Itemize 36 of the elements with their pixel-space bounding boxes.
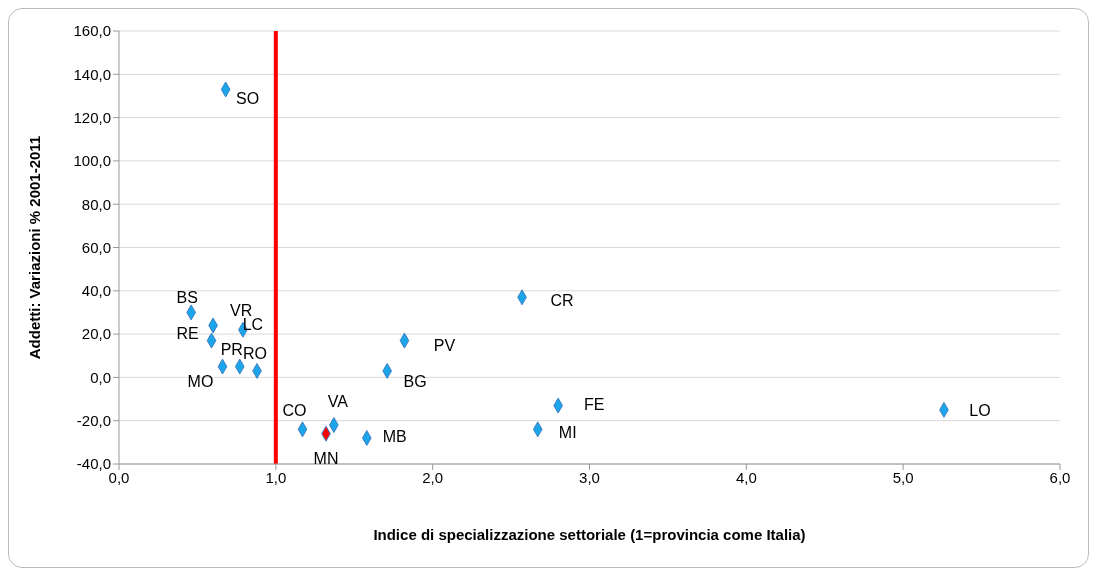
annotation: BS — [176, 288, 198, 306]
y-tick-label: 160,0 — [73, 22, 111, 40]
annotation: MO — [187, 372, 214, 390]
annotation: LO — [969, 402, 991, 420]
annotation: CR — [550, 291, 574, 309]
y-tick-label: 60,0 — [81, 238, 111, 256]
y-tick-label: 0,0 — [90, 368, 111, 386]
annotation: MB — [382, 428, 407, 446]
annotation: PV — [433, 336, 456, 354]
annotation: VA — [327, 393, 349, 411]
annotation: MI — [558, 423, 577, 441]
annotation: FE — [583, 395, 605, 413]
x-tick-label: 0,0 — [108, 468, 130, 486]
y-tick-label: -40,0 — [76, 455, 111, 473]
y-tick-label: 80,0 — [81, 195, 111, 213]
annotation: MN — [313, 449, 339, 467]
y-tick-label: 140,0 — [73, 65, 111, 83]
annotation: CO — [282, 401, 307, 419]
x-tick-label: 4,0 — [735, 468, 757, 486]
y-axis-title: Addetti: Variazioni % 2001-2011 — [26, 135, 44, 360]
y-tick-label: 120,0 — [73, 108, 111, 126]
x-tick-label: 3,0 — [579, 468, 600, 486]
x-axis-title: Indice di specializzazione settoriale (1=provincia come Italia) — [373, 526, 806, 543]
y-tick-label: 20,0 — [81, 325, 111, 343]
y-tick-label: -20,0 — [76, 412, 111, 430]
x-tick-label: 2,0 — [422, 468, 444, 486]
annotation: PR — [220, 340, 243, 358]
x-tick-label: 5,0 — [892, 468, 914, 486]
annotation: RE — [176, 324, 199, 342]
x-tick-label: 1,0 — [265, 468, 287, 486]
x-tick-label: 6,0 — [1049, 468, 1071, 486]
y-tick-label: 100,0 — [73, 152, 111, 170]
y-tick-label: 40,0 — [81, 282, 111, 300]
annotation: BG — [403, 373, 427, 391]
annotation: RO — [243, 345, 268, 363]
annotation: SO — [236, 89, 260, 107]
